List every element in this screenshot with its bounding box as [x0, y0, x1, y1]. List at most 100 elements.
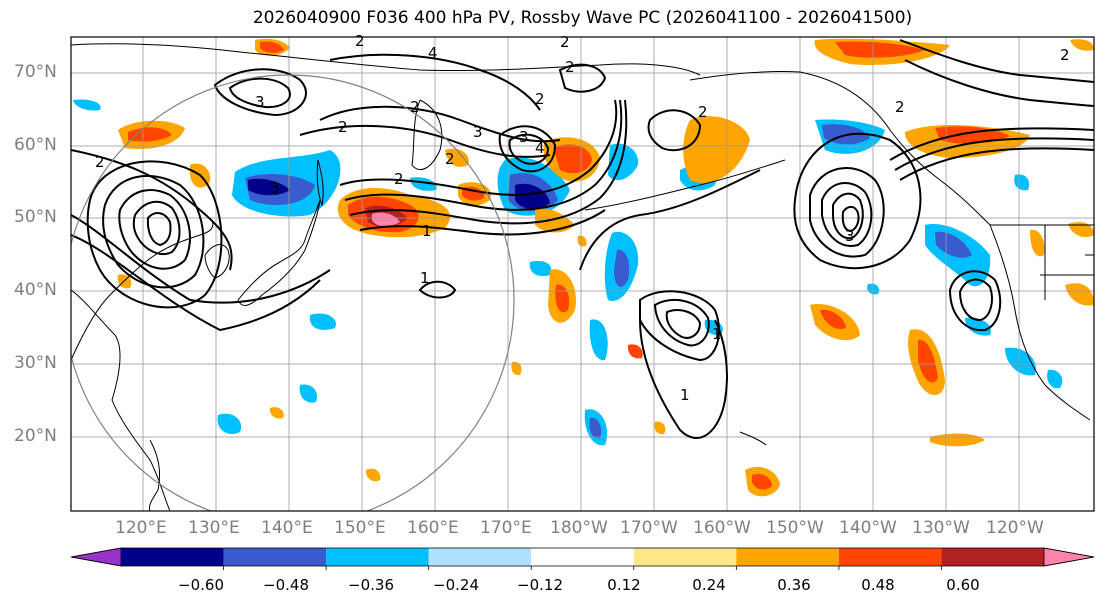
colorbar-segment — [633, 548, 737, 566]
neg-anomaly — [309, 313, 336, 330]
korea-coast — [204, 244, 230, 279]
colorbar-tick: 0.36 — [777, 576, 811, 594]
pv-contours — [71, 39, 1094, 440]
lat-label: 40°N — [14, 280, 57, 300]
colorbar-segment — [326, 548, 429, 566]
contour-label: 2 — [1060, 46, 1070, 64]
neg-anomaly — [299, 384, 318, 403]
contour-label: 2 — [394, 170, 404, 188]
pos-anomaly — [553, 144, 592, 174]
neg-anomaly — [1014, 174, 1030, 191]
lat-label: 50°N — [14, 207, 57, 227]
map-frame — [70, 36, 1095, 512]
lon-label: 150°W — [766, 518, 824, 538]
colorbar-segment — [838, 548, 942, 566]
contour-label: 3 — [519, 128, 529, 146]
canada-borders — [990, 224, 1094, 300]
pos-anomaly — [918, 339, 938, 383]
pos-anomaly — [269, 407, 284, 419]
lon-label: 140°W — [839, 518, 897, 538]
contour-label: 2 — [95, 153, 105, 171]
contour-label: 3 — [270, 179, 280, 197]
colorbar-segment — [121, 548, 224, 566]
lon-label: 130°W — [912, 518, 970, 538]
neg-anomaly — [935, 231, 972, 258]
lon-label: 150°E — [334, 518, 386, 538]
pos-anomaly — [365, 468, 381, 482]
contour-label: 2 — [560, 33, 570, 51]
contour-label: 2 — [535, 90, 545, 108]
coastlines — [71, 43, 1094, 511]
colorbar-tick: 0.48 — [861, 576, 895, 594]
pos-anomaly — [511, 361, 522, 376]
radius-circle — [71, 74, 515, 511]
colorbar-tick: −0.48 — [263, 576, 309, 594]
alaska-coast — [689, 71, 991, 226]
neg-anomaly — [589, 417, 602, 439]
contour-label: 1 — [712, 325, 722, 343]
contour-label: 3 — [473, 123, 483, 141]
colorbar-tick: −0.36 — [348, 576, 394, 594]
contour-label: 1 — [680, 386, 690, 404]
neg-anomaly — [965, 317, 991, 336]
contour-label: 2 — [698, 103, 708, 121]
pos-anomaly — [930, 433, 985, 447]
colorbar-segment — [223, 548, 327, 566]
colorbar-segment — [941, 548, 1044, 566]
sakhalin-coast — [316, 159, 324, 207]
lat-label: 60°N — [14, 135, 57, 155]
colorbar-extend-min — [70, 547, 122, 567]
colorbar-extend-max — [1043, 547, 1095, 567]
lat-label: 30°N — [14, 353, 57, 373]
colorbar-segment — [736, 548, 839, 566]
pos-anomaly — [1065, 283, 1094, 306]
contour-label: 4 — [428, 44, 438, 62]
neg-anomaly — [515, 183, 550, 209]
pos-anomaly — [260, 41, 284, 53]
pos-anomaly — [445, 148, 469, 167]
contour-label: 2 — [410, 98, 420, 116]
colorbar-tick: −0.12 — [517, 576, 563, 594]
pos-anomaly — [820, 309, 846, 330]
aleutians — [584, 159, 786, 211]
colorbar-tick: 0.24 — [692, 576, 726, 594]
colorbar — [70, 547, 1095, 570]
pos-anomaly — [1070, 39, 1094, 51]
contour-label: 2 — [445, 150, 455, 168]
contour-label: 2 — [338, 118, 348, 136]
contour-label: 2 — [895, 98, 905, 116]
pos-anomaly — [835, 41, 925, 58]
pos-anomaly — [128, 127, 172, 142]
lon-label: 120°E — [115, 518, 167, 538]
contour-label: 3 — [255, 93, 265, 111]
contour-label: 1 — [420, 269, 430, 287]
colorbar-segment — [531, 548, 634, 566]
colorbar-tick: −0.24 — [433, 576, 479, 594]
lon-label: 120°W — [986, 518, 1044, 538]
pos-anomaly — [752, 473, 772, 490]
neg-anomaly — [217, 413, 242, 435]
figure-title: 2026040900 F036 400 hPa PV, Rossby Wave … — [252, 8, 913, 28]
colorbar-segment — [428, 548, 532, 566]
pos-anomaly — [1068, 222, 1094, 238]
neg-anomaly — [1005, 347, 1036, 376]
colorbar-tick: 0.12 — [607, 576, 641, 594]
pos-anomaly — [627, 344, 643, 359]
lon-label: 160°W — [693, 518, 751, 538]
hawaii — [739, 431, 767, 446]
lat-label: 20°N — [14, 426, 57, 446]
lon-label: 170°W — [620, 518, 678, 538]
colorbar-tick: −0.60 — [178, 576, 224, 594]
pos-anomaly — [372, 212, 400, 227]
lon-label: 140°E — [261, 518, 313, 538]
pos-anomaly — [654, 421, 666, 435]
contour-label: 2 — [565, 58, 575, 76]
philippines — [149, 439, 161, 511]
neg-anomaly — [614, 249, 630, 287]
contour-label: 1 — [422, 222, 432, 240]
contour-label: 3 — [845, 227, 855, 245]
china-coast — [71, 219, 214, 361]
contour-labels: 2 3 4 2 2 3 2 2 1 3 4 2 2 2 1 2 3 1 1 2 … — [95, 32, 1070, 404]
asia-coast — [71, 289, 171, 511]
